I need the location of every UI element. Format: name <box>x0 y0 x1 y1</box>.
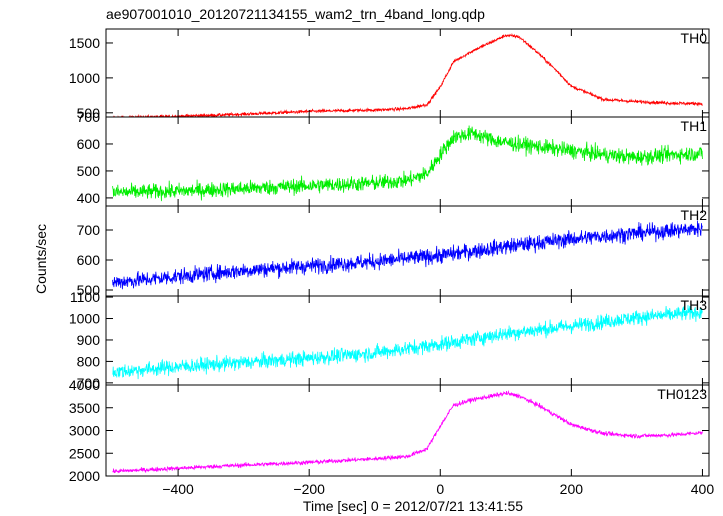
x-tick-label: −200 <box>293 481 325 497</box>
y-tick-label: 700 <box>77 222 101 238</box>
y-tick-label: 1500 <box>69 35 100 51</box>
panel-th1: 400 500 600 700 TH1 <box>77 109 710 207</box>
panels-group: 500 1000 1500 TH0 400 500 600 700 TH1 500 600 700 TH… <box>69 28 710 484</box>
y-tick-label: 500 <box>77 105 101 121</box>
x-tick-label: 400 <box>691 481 715 497</box>
series-label-th0: TH0 <box>681 30 708 46</box>
series-label-th3: TH3 <box>681 297 708 313</box>
series-label-th2: TH2 <box>681 207 708 223</box>
panel-th2: 500 600 700 TH2 <box>77 205 710 298</box>
y-axis-label: Counts/sec <box>33 224 49 294</box>
y-tick-label: 800 <box>77 353 101 369</box>
y-tick-label: 600 <box>77 252 101 268</box>
panel-frame <box>105 295 710 386</box>
series-line-th3 <box>112 305 703 380</box>
x-axis: −400 −200 0 200 400 <box>162 481 714 497</box>
panel-frame <box>105 384 710 477</box>
panel-th0: 500 1000 1500 TH0 <box>69 28 710 121</box>
panel-frame <box>105 205 710 297</box>
y-tick-label: 500 <box>77 163 101 179</box>
series-label-th1: TH1 <box>681 118 708 134</box>
y-tick-label: 3000 <box>69 423 100 439</box>
series-label-th0123: TH0123 <box>657 386 707 402</box>
x-axis-label: Time [sec] 0 = 2012/07/21 13:41:55 <box>303 498 523 514</box>
series-line-th1 <box>112 125 703 202</box>
y-tick-label: 2500 <box>69 445 100 461</box>
panel-frame <box>105 28 710 118</box>
y-tick-label: 1000 <box>69 311 100 327</box>
panel-th3: 700 800 900 1000 1100 TH3 <box>69 289 710 391</box>
y-tick-label: 600 <box>77 136 101 152</box>
chart-title: ae907001010_20120721134155_wam2_trn_4ban… <box>106 6 485 22</box>
y-tick-label: 3500 <box>69 400 100 416</box>
y-tick-label: 700 <box>77 109 101 125</box>
panel-th0123: 2000 2500 3000 3500 4000 TH0123 <box>69 377 710 484</box>
y-tick-label: 500 <box>77 282 101 298</box>
y-tick-label: 2000 <box>69 468 100 484</box>
y-tick-label: 1100 <box>70 289 100 305</box>
series-line-th0123 <box>112 390 703 474</box>
y-tick-label: 400 <box>77 190 101 206</box>
y-tick-label: 900 <box>77 332 101 348</box>
y-tick-label: 700 <box>77 375 101 391</box>
y-tick-label: 4000 <box>69 377 100 393</box>
x-tick-label: 200 <box>560 481 584 497</box>
series-line-th0 <box>112 33 703 117</box>
y-tick-label: 1000 <box>69 70 100 86</box>
x-tick-label: −400 <box>162 481 194 497</box>
x-tick-label: 0 <box>436 481 444 497</box>
series-line-th2 <box>112 220 703 290</box>
